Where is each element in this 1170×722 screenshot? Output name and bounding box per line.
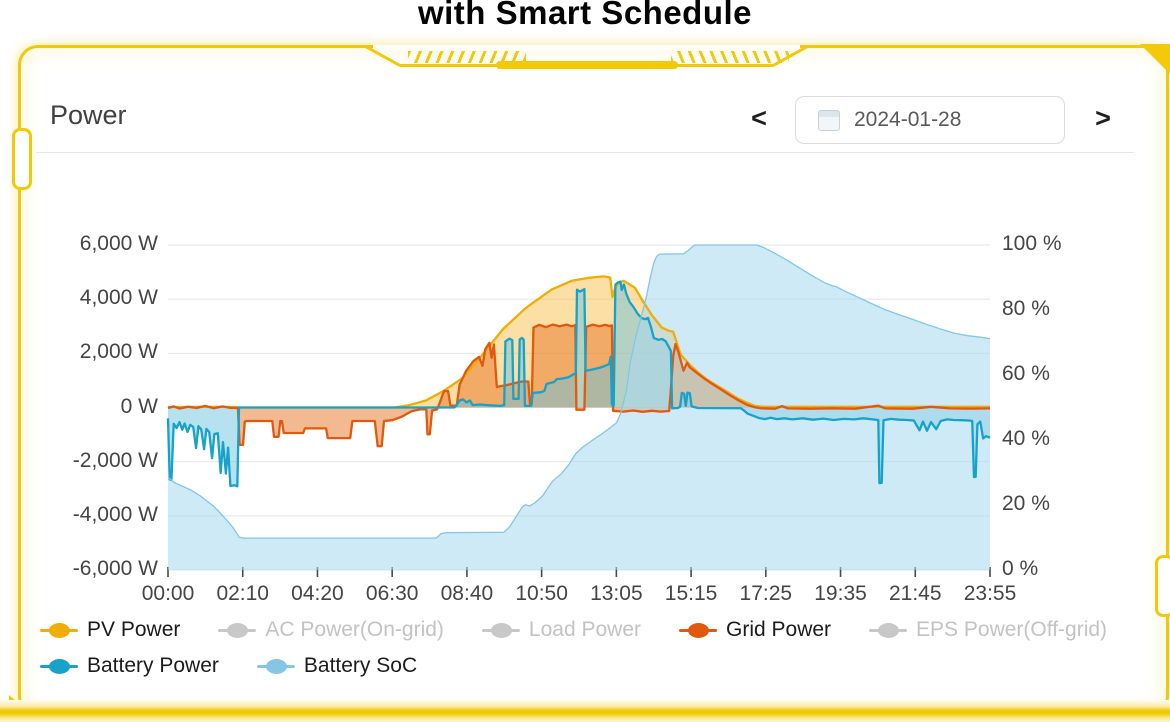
x-axis-label: 17:25	[739, 582, 793, 605]
x-axis-label: 04:20	[291, 582, 344, 605]
y-axis-left-label: 2,000 W	[79, 340, 158, 364]
legend-label: PV Power	[87, 618, 181, 641]
y-axis-right-label: 60 %	[1002, 362, 1050, 385]
x-axis-label: 19:35	[814, 582, 867, 605]
calendar-icon	[818, 109, 840, 131]
x-axis-label: 10:50	[515, 582, 568, 605]
legend-marker-icon	[40, 658, 78, 674]
y-axis-right-label: 0 %	[1002, 557, 1039, 580]
page-title: with Smart Schedule	[417, 0, 753, 31]
x-axis-label: 13:05	[590, 582, 643, 605]
y-axis-right-label: 40 %	[1002, 427, 1050, 450]
chart-card	[9, 44, 1170, 717]
x-axis-label: 02:10	[216, 582, 269, 605]
legend-item-battery-power[interactable]: Battery Power	[40, 654, 219, 678]
x-axis-label: 15:15	[664, 582, 718, 605]
legend-label: Battery SoC	[303, 654, 418, 677]
notch-center-bar	[496, 61, 678, 69]
legend-marker-icon	[218, 622, 257, 638]
legend-label: Load Power	[528, 618, 641, 641]
legend-label: AC Power(On-grid)	[265, 618, 444, 641]
date-value: 2024-01-28	[854, 108, 962, 131]
right-edge-bracket	[1155, 555, 1170, 617]
legend-marker-icon	[40, 622, 78, 638]
legend-label: EPS Power(Off-grid)	[916, 618, 1108, 641]
x-axis-label: 23:55	[963, 582, 1017, 605]
legend-label: Grid Power	[726, 618, 832, 641]
y-axis-left-label: 6,000 W	[79, 232, 158, 255]
panel-title: Power	[50, 100, 127, 130]
hazard-stripes-right	[671, 51, 789, 63]
y-axis-right-label: 100 %	[1002, 232, 1062, 255]
legend-item-pv-power[interactable]: PV Power	[40, 618, 180, 642]
legend-marker-icon	[679, 622, 717, 638]
legend-item-ac-power-on-grid-[interactable]: AC Power(On-grid)	[218, 618, 444, 642]
y-axis-left-label: 4,000 W	[79, 286, 158, 310]
legend-marker-icon	[869, 622, 908, 638]
y-axis-left-label: -4,000 W	[72, 502, 158, 526]
y-axis-left-label: 0 W	[120, 394, 158, 418]
legend-item-battery-soc[interactable]: Battery SoC	[256, 654, 418, 678]
x-axis-label: 06:30	[365, 582, 419, 605]
legend-item-eps-power-off-grid-[interactable]: EPS Power(Off-grid)	[869, 618, 1107, 642]
next-day-button[interactable]: >	[1095, 103, 1111, 133]
y-axis-left-label: -2,000 W	[72, 448, 158, 472]
legend-item-grid-power[interactable]: Grid Power	[679, 618, 831, 642]
hazard-stripes-left	[408, 51, 526, 63]
legend-item-load-power[interactable]: Load Power	[481, 618, 641, 642]
legend-marker-icon	[481, 622, 520, 638]
bottom-frame-bar	[0, 700, 1170, 722]
y-axis-right-label: 20 %	[1002, 492, 1050, 515]
top-notch-decoration	[364, 45, 809, 72]
legend-label: Battery Power	[87, 654, 219, 677]
x-axis-label: 00:00	[141, 582, 195, 605]
x-axis-label: 21:45	[888, 582, 942, 605]
prev-day-button[interactable]: <	[751, 103, 767, 133]
legend-marker-icon	[256, 658, 295, 674]
header-divider	[36, 152, 1134, 153]
y-axis-right-label: 80 %	[1002, 297, 1050, 320]
corner-accent-top-right	[1140, 44, 1170, 74]
left-edge-bracket	[12, 128, 32, 190]
chart-legend: PV Power AC Power(On-grid) Load Power Grid …	[40, 618, 1107, 678]
x-axis-label: 08:40	[440, 582, 494, 605]
date-picker[interactable]: 2024-01-28	[795, 96, 1065, 144]
y-axis-left-label: -6,000 W	[72, 557, 158, 580]
